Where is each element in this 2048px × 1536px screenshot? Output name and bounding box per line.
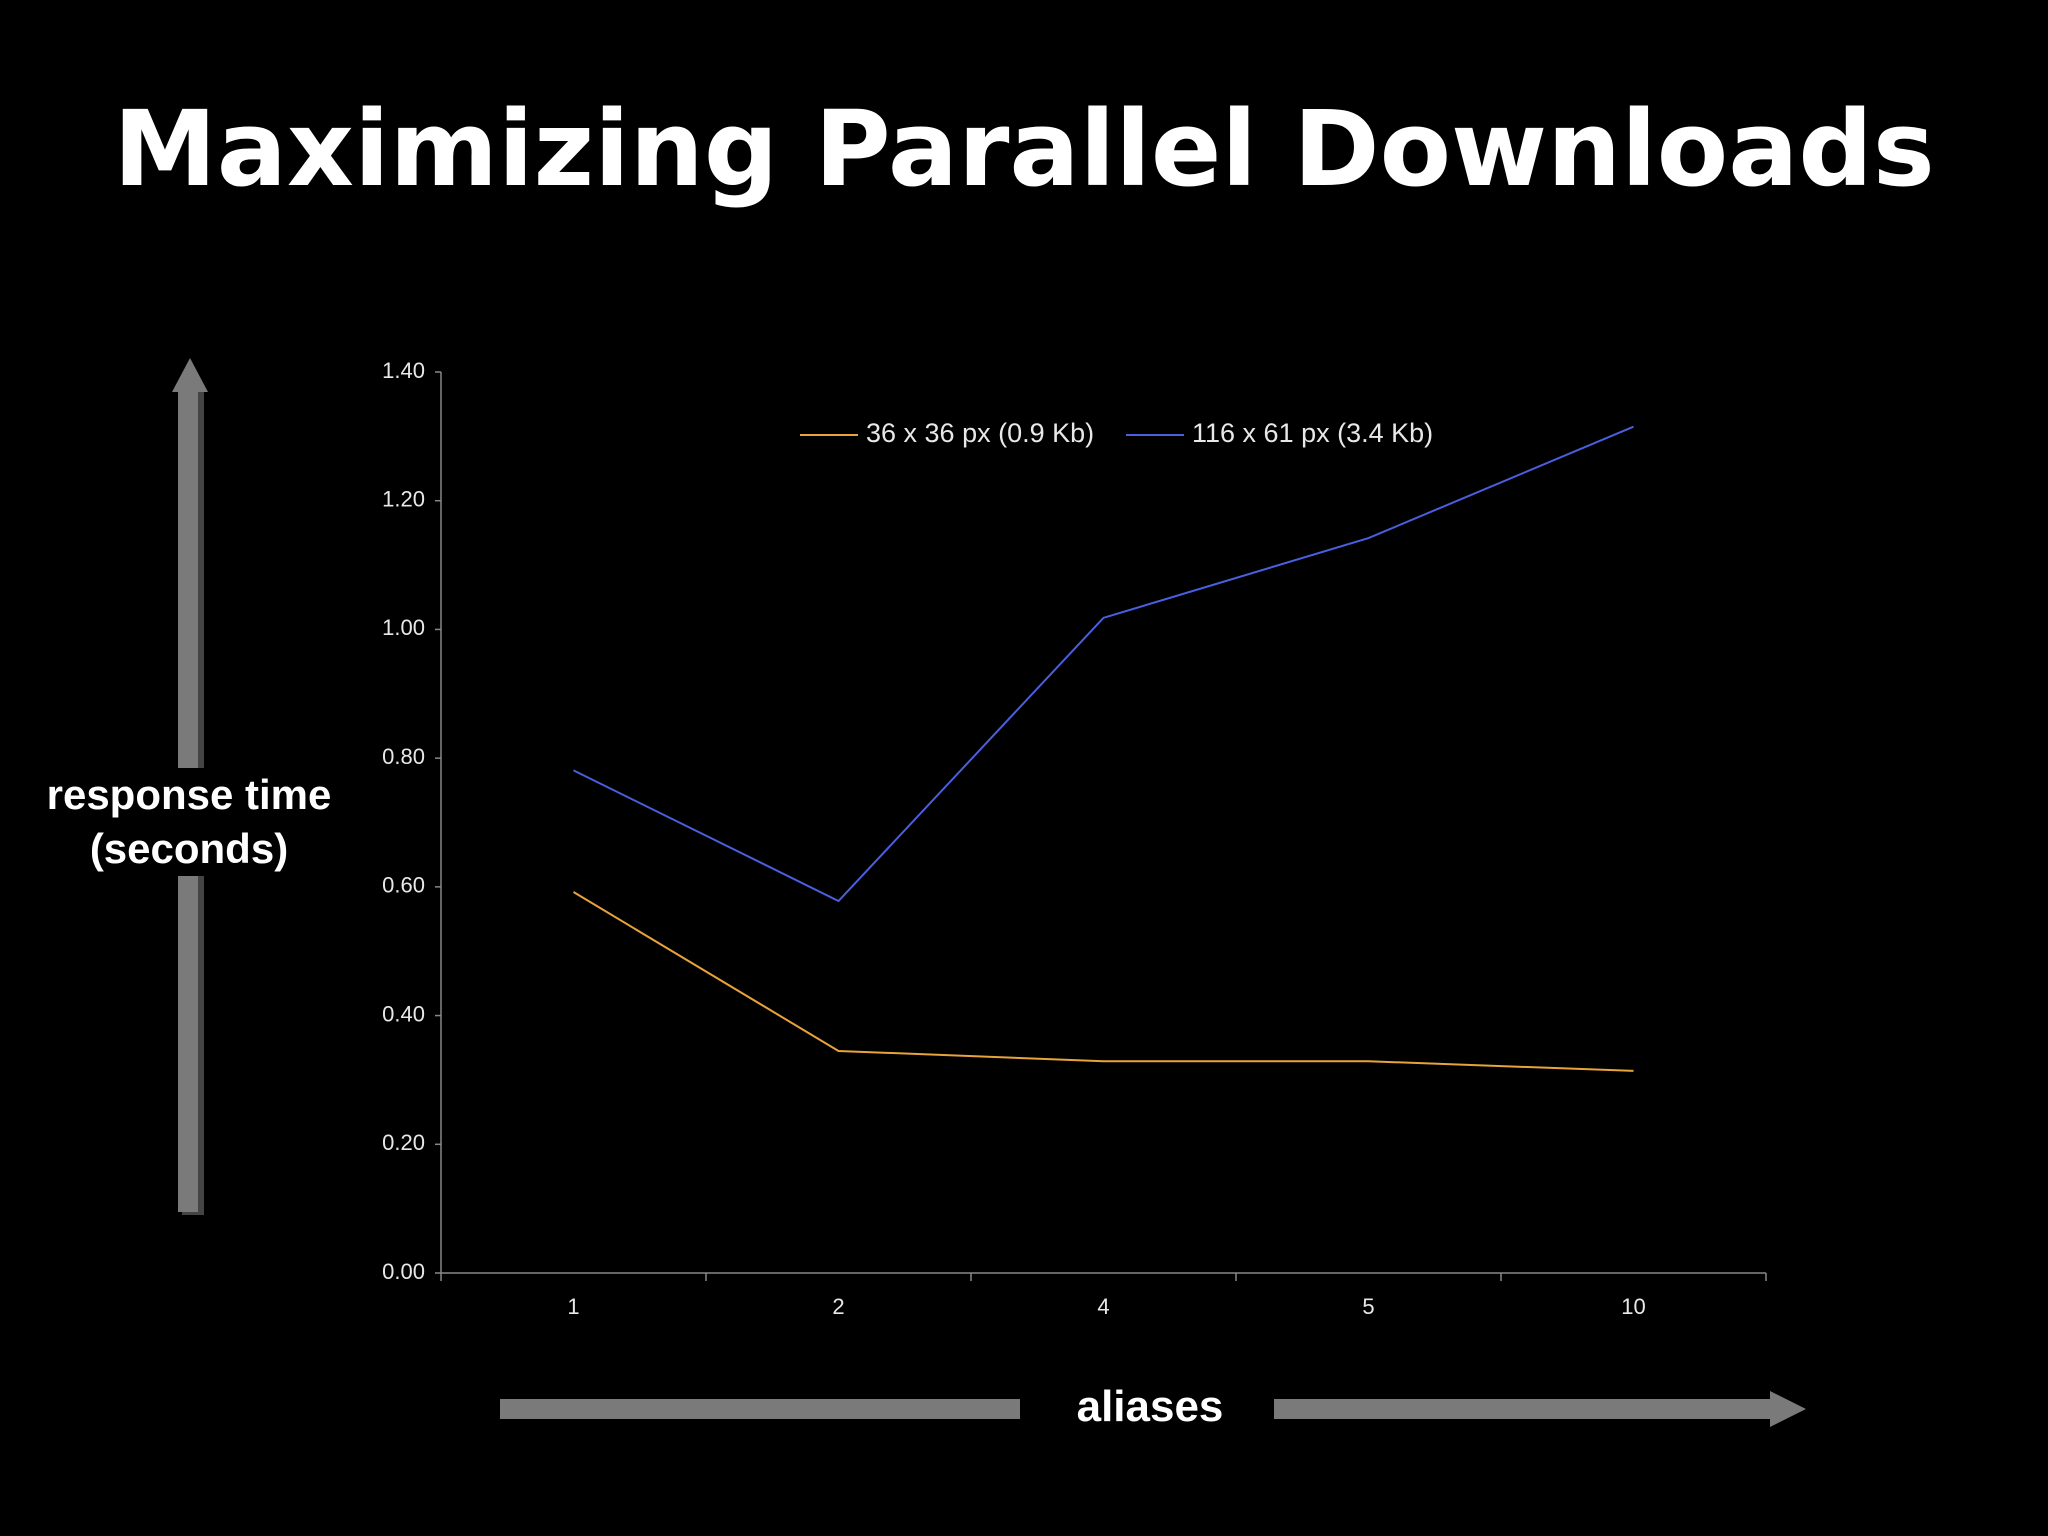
x-tick-label: 1 [567,1294,579,1319]
y-tick-label: 0.20 [382,1130,425,1155]
y-arrow-head [172,358,208,392]
legend-label: 36 x 36 px (0.9 Kb) [866,418,1094,448]
y-tick-label: 1.20 [382,487,425,512]
x-tick-label: 5 [1362,1294,1374,1319]
x-tick-label: 10 [1621,1294,1645,1319]
y-axis-label: response time (seconds) [24,768,354,876]
y-tick-label: 0.00 [382,1259,425,1284]
y-tick-label: 0.60 [382,873,425,898]
x-arrow-right [1274,1399,1774,1419]
x-tick-label: 4 [1097,1294,1109,1319]
y-tick-label: 1.00 [382,615,425,640]
x-axis-label: aliases [1076,1382,1224,1431]
legend-label: 116 x 61 px (3.4 Kb) [1192,418,1433,448]
chart-title: Maximizing Parallel Downloads [113,88,1935,210]
x-arrow-head [1770,1391,1806,1427]
y-tick-label: 0.80 [382,744,425,769]
y-tick-label: 1.40 [382,358,425,383]
series-line [573,425,1634,903]
series-line [572,891,1634,1072]
x-arrow-left [500,1399,1020,1419]
x-tick-label: 2 [832,1294,844,1319]
y-tick-label: 0.40 [382,1001,425,1026]
